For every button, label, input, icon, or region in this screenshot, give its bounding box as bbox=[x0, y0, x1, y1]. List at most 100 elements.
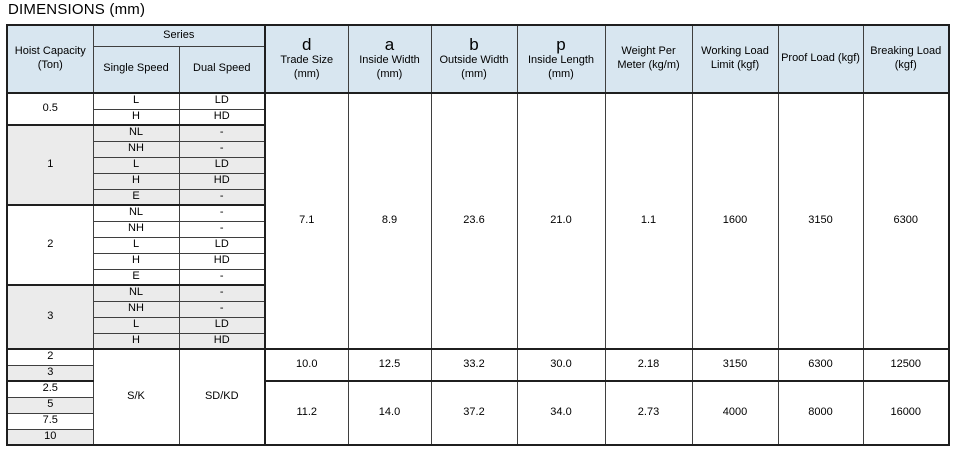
capacity-cell: 0.5 bbox=[6, 92, 94, 126]
col-header-outside-width: b Outside Width (mm) bbox=[430, 24, 518, 94]
dim-symbol-d: d bbox=[302, 35, 312, 55]
single-speed-cell: H bbox=[92, 252, 180, 270]
dim-label: Inside Width bbox=[359, 54, 420, 67]
dual-speed-cell: LD bbox=[178, 236, 266, 254]
table-row: 2.5 11.2 14.0 37.2 34.0 2.73 4000 8000 1… bbox=[6, 380, 950, 446]
single-speed-cell: NL bbox=[92, 284, 180, 302]
single-speed-cell: L bbox=[92, 316, 180, 334]
table-row: H HD bbox=[7, 108, 949, 126]
inside-length-value: 34.0 bbox=[516, 380, 606, 446]
table-row: H HD bbox=[7, 172, 949, 190]
breaking-load-value: 16000 bbox=[862, 380, 950, 446]
table-row: 2 NL - bbox=[6, 204, 949, 286]
table-row: 10 bbox=[6, 428, 949, 446]
dual-speed-cell: HD bbox=[178, 108, 266, 126]
capacity-cell: 1 bbox=[6, 124, 94, 206]
breaking-load-value: 6300 bbox=[862, 92, 950, 350]
table-row: 1 NL - bbox=[6, 124, 949, 206]
capacity-cell: 5 bbox=[6, 396, 94, 414]
col-header-inside-length: p Inside Length (mm) bbox=[516, 24, 606, 94]
single-speed-cell: NH bbox=[92, 300, 180, 318]
dimensions-table: Hoist Capacity (Ton) Series d Trade Size… bbox=[6, 24, 950, 446]
weight-per-meter-value: 2.73 bbox=[604, 380, 693, 446]
dim-label: Inside Length bbox=[527, 54, 595, 67]
breaking-load-value: 12500 bbox=[862, 348, 950, 382]
capacity-cell: 3 bbox=[6, 364, 94, 382]
table-row: 0.5 L LD 7.1 8.9 23.6 21.0 1.1 1600 3150… bbox=[6, 92, 950, 350]
dim-symbol-p: p bbox=[556, 35, 566, 55]
table-row: NH - bbox=[7, 220, 949, 238]
dual-speed-cell: - bbox=[178, 188, 266, 206]
single-speed-cell: L bbox=[92, 156, 180, 174]
dim-label: Outside Width bbox=[439, 54, 509, 67]
table-row: L LD bbox=[7, 156, 949, 174]
capacity-cell: 7.5 bbox=[6, 412, 94, 430]
single-speed-cell: H bbox=[92, 332, 180, 350]
col-header-inside-width: a Inside Width (mm) bbox=[347, 24, 432, 94]
trade-size-value: 10.0 bbox=[264, 348, 349, 382]
outside-width-value: 37.2 bbox=[430, 380, 518, 446]
dual-speed-cell: LD bbox=[178, 92, 266, 110]
single-speed-cell: NH bbox=[92, 140, 180, 158]
dual-speed-cell: - bbox=[178, 284, 266, 302]
table-row: NH - bbox=[7, 140, 949, 158]
table-row: L LD bbox=[7, 316, 949, 334]
outside-width-value: 33.2 bbox=[430, 348, 518, 382]
inside-width-value: 12.5 bbox=[347, 348, 432, 382]
col-header-single-speed: Single Speed bbox=[92, 45, 180, 94]
dim-symbol-b: b bbox=[469, 35, 479, 55]
dual-speed-cell: - bbox=[178, 268, 266, 286]
inside-length-value: 30.0 bbox=[516, 348, 606, 382]
dim-symbol-a: a bbox=[384, 35, 395, 55]
page-title: DIMENSIONS (mm) bbox=[8, 1, 146, 18]
table-row: 2 S/K SD/KD 10.0 12.5 33.2 30.0 2.18 315… bbox=[6, 348, 950, 446]
trade-size-value: 7.1 bbox=[264, 92, 349, 350]
dual-speed-cell: - bbox=[178, 220, 266, 238]
single-speed-cell: E bbox=[92, 188, 180, 206]
single-speed-cell: H bbox=[92, 172, 180, 190]
col-header-hoist-capacity: Hoist Capacity (Ton) bbox=[6, 24, 94, 94]
dual-speed-cell: - bbox=[178, 140, 266, 158]
col-header-breaking-load: Breaking Load (kgf) bbox=[862, 24, 950, 94]
weight-per-meter-value: 2.18 bbox=[604, 348, 693, 382]
col-header-dual-speed: Dual Speed bbox=[178, 45, 266, 94]
working-load-limit-value: 3150 bbox=[691, 348, 779, 382]
single-speed-cell: S/K bbox=[92, 348, 180, 446]
dual-speed-cell: SD/KD bbox=[178, 348, 266, 446]
table-row: 3 NL - bbox=[6, 284, 949, 350]
dim-unit: (mm) bbox=[293, 67, 320, 80]
single-speed-cell: L bbox=[92, 236, 180, 254]
dual-speed-cell: LD bbox=[178, 316, 266, 334]
capacity-cell: 10 bbox=[6, 428, 94, 446]
dual-speed-cell: HD bbox=[178, 332, 266, 350]
col-header-working-load-limit: Working Load Limit (kgf) bbox=[691, 24, 779, 94]
table-row: 7.5 bbox=[6, 412, 949, 430]
inside-length-value: 21.0 bbox=[516, 92, 606, 350]
single-speed-cell: NL bbox=[92, 204, 180, 222]
col-header-proof-load: Proof Load (kgf) bbox=[777, 24, 864, 94]
dual-speed-cell: HD bbox=[178, 172, 266, 190]
table-row: E - bbox=[7, 188, 949, 206]
single-speed-cell: NH bbox=[92, 220, 180, 238]
single-speed-cell: L bbox=[92, 92, 180, 110]
capacity-cell: 2.5 bbox=[6, 380, 94, 398]
table-row: H HD bbox=[7, 252, 949, 270]
proof-load-value: 3150 bbox=[777, 92, 864, 350]
dual-speed-cell: HD bbox=[178, 252, 266, 270]
table-row: NH - bbox=[7, 300, 949, 318]
dim-unit: (mm) bbox=[461, 67, 487, 80]
dual-speed-cell: - bbox=[178, 204, 266, 222]
dual-speed-cell: LD bbox=[178, 156, 266, 174]
outside-width-value: 23.6 bbox=[430, 92, 518, 350]
capacity-cell: 2 bbox=[6, 204, 94, 286]
col-header-weight-per-meter: Weight Per Meter (kg/m) bbox=[604, 24, 693, 94]
inside-width-value: 8.9 bbox=[347, 92, 432, 350]
weight-per-meter-value: 1.1 bbox=[604, 92, 693, 350]
inside-width-value: 14.0 bbox=[347, 380, 432, 446]
col-header-series: Series bbox=[92, 24, 266, 47]
table-row: 5 bbox=[6, 396, 949, 414]
col-header-trade-size: d Trade Size (mm) bbox=[264, 24, 349, 94]
dim-unit: (mm) bbox=[376, 67, 403, 80]
single-speed-cell: E bbox=[92, 268, 180, 286]
dual-speed-cell: - bbox=[178, 300, 266, 318]
